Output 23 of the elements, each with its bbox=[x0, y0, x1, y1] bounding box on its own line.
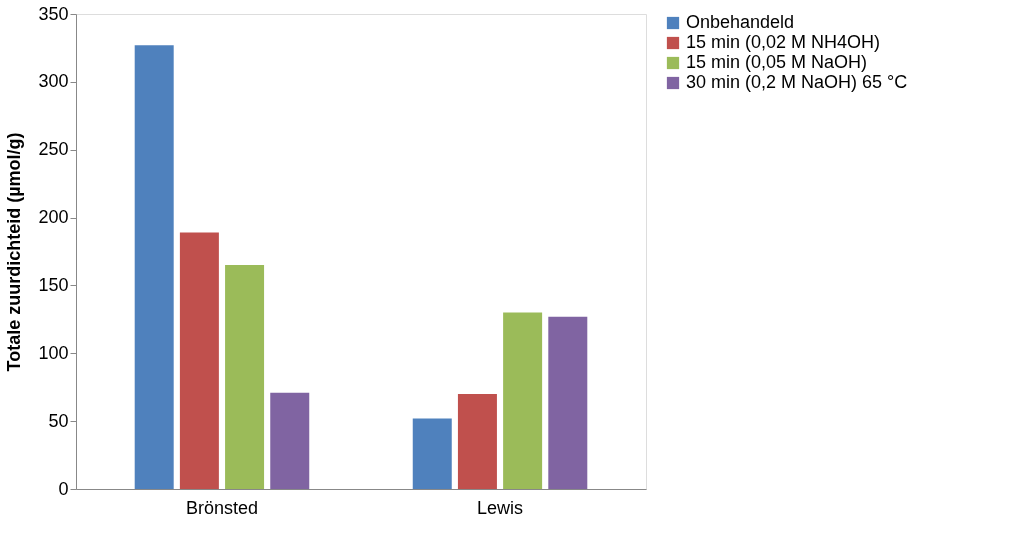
y-tick-label: 250 bbox=[38, 139, 69, 160]
y-tick-label: 0 bbox=[58, 478, 69, 499]
y-tick-label: 100 bbox=[38, 342, 69, 363]
bar bbox=[270, 392, 310, 489]
y-tick-label: 350 bbox=[38, 3, 69, 24]
y-axis-title: Totale zuurdichteid (µmol/g) bbox=[4, 132, 25, 372]
legend-label: 15 min (0,05 M NaOH) bbox=[686, 52, 868, 72]
legend-label: 30 min (0,2 M NaOH) 65 °C bbox=[686, 72, 908, 92]
y-tick-label: 50 bbox=[48, 410, 69, 431]
legend-label: 15 min (0,02 M NH4OH) bbox=[686, 32, 881, 52]
y-tick-label: 150 bbox=[38, 274, 69, 295]
x-tick-label: Lewis bbox=[477, 497, 524, 518]
bar bbox=[457, 394, 497, 489]
bar bbox=[503, 312, 543, 489]
bar bbox=[134, 45, 174, 489]
x-tick-label: Brönsted bbox=[185, 497, 258, 518]
bar bbox=[225, 265, 265, 489]
bar bbox=[548, 316, 588, 489]
y-tick-label: 300 bbox=[38, 71, 69, 92]
y-tick-label: 200 bbox=[38, 207, 69, 228]
bar bbox=[179, 232, 219, 489]
bar bbox=[412, 418, 452, 489]
legend-label: Onbehandeld bbox=[686, 12, 795, 32]
